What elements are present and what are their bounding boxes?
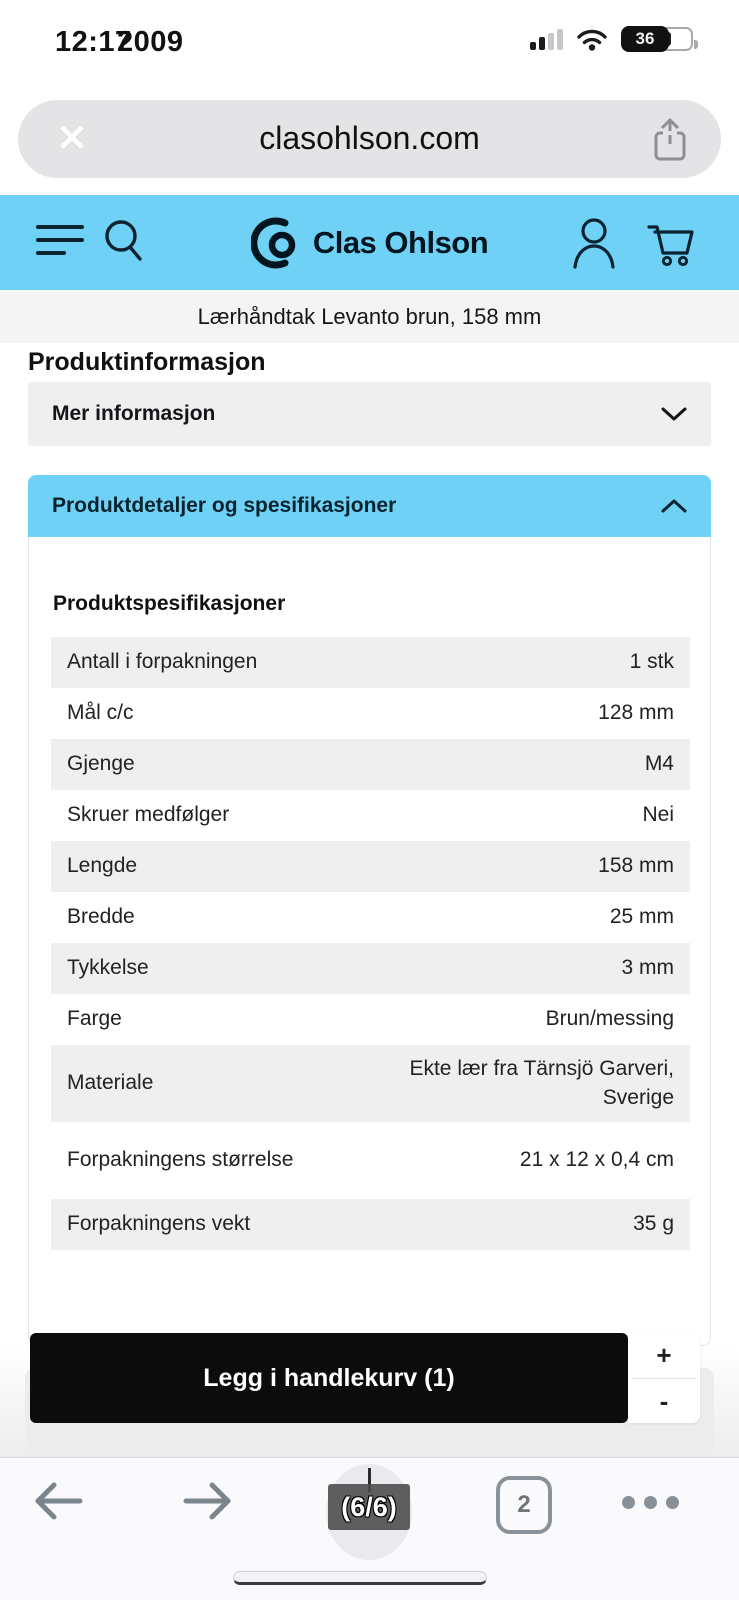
spec-value: 35 g (633, 1212, 674, 1236)
table-row: Skruer medfølger Nei (51, 790, 690, 841)
quantity-increase-button[interactable]: + (656, 1340, 672, 1370)
accordion-more-information[interactable]: Mer informasjon (28, 382, 711, 446)
spec-label: Gjenge (67, 752, 135, 776)
menu-icon[interactable] (36, 225, 84, 259)
close-icon[interactable]: ✕ (56, 118, 88, 160)
person-icon[interactable] (571, 217, 617, 269)
clas-ohlson-logo-text: Clas Ohlson (312, 224, 489, 260)
find-on-page-counter: (6/6) (328, 1484, 410, 1530)
status-bar: 12:17 2009 36 (0, 0, 739, 85)
spec-label: Forpakningens størrelse (67, 1148, 294, 1172)
specs-table: Antall i forpakningen 1 stk Mål c/c 128 mm… (51, 637, 690, 1250)
section-title: Produktinformasjon (28, 348, 266, 376)
page-counter-text: (6/6) (341, 1491, 397, 1522)
spec-value: Ekte lær fra Tärnsjö Garveri, Sverige (409, 1057, 674, 1109)
url-text[interactable]: clasohlson.com (259, 120, 480, 156)
clas-ohlson-logo-mark (250, 217, 296, 268)
specs-heading: Produktspesifikasjoner (53, 592, 286, 615)
url-bar[interactable]: ✕ clasohlson.com (18, 100, 721, 178)
tab-count: 2 (517, 1491, 531, 1518)
spec-label: Bredde (67, 905, 135, 929)
browser-url-zone: ✕ clasohlson.com (0, 85, 739, 195)
table-row: Farge Brun/messing (51, 994, 690, 1045)
quantity-decrease-button[interactable]: - (659, 1386, 669, 1416)
table-row: Antall i forpakningen 1 stk (51, 637, 690, 688)
product-title: Lærhåndtak Levanto brun, 158 mm (197, 303, 542, 329)
battery-icon: 36 (621, 24, 701, 54)
cart-icon[interactable] (645, 219, 695, 269)
spec-label: Mål c/c (67, 701, 134, 725)
spec-label: Lengde (67, 854, 138, 878)
table-row: Tykkelse 3 mm (51, 943, 690, 994)
status-time-text: 12:17 (55, 26, 132, 58)
spec-label: Antall i forpakningen (67, 650, 258, 674)
share-arrow-fragment (368, 1468, 371, 1492)
tabs-icon[interactable]: 2 (496, 1476, 552, 1534)
quantity-stepper: + - (628, 1333, 700, 1423)
table-row: Gjenge M4 (51, 739, 690, 790)
spec-value: 25 mm (609, 905, 674, 929)
table-row: Forpakningens størrelse 21 x 12 x 0,4 cm (51, 1122, 690, 1199)
battery-percent-label: 36 (621, 26, 669, 52)
spec-value: 158 mm (598, 854, 674, 878)
table-row: Lengde 158 mm (51, 841, 690, 892)
spec-value: 3 mm (621, 956, 675, 980)
spec-value: 1 stk (629, 650, 674, 674)
accordion-more-label: Mer informasjon (52, 402, 216, 425)
table-row: Materiale Ekte lær fra Tärnsjö Garveri, S… (51, 1045, 690, 1122)
spec-value: 21 x 12 x 0,4 cm (519, 1148, 674, 1172)
home-indicator[interactable] (233, 1571, 487, 1585)
accordion-product-details-label: Produktdetaljer og spesifikasjoner (52, 494, 397, 517)
table-row: Bredde 25 mm (51, 892, 690, 943)
signal-strength-icon (530, 28, 563, 50)
chevron-up-icon (661, 499, 687, 513)
arrow-left-icon[interactable] (30, 1480, 86, 1522)
arrow-right-icon[interactable] (180, 1480, 236, 1522)
add-to-cart-button[interactable]: Legg i handlekurv (1) (30, 1333, 628, 1423)
site-header: Clas Ohlson (0, 195, 739, 290)
spec-value: Brun/messing (545, 1007, 674, 1031)
status-time-overlap-text: 2009 (117, 26, 184, 58)
product-title-bar: Lærhåndtak Levanto brun, 158 mm (0, 290, 739, 343)
share-icon[interactable] (653, 118, 687, 162)
chevron-down-icon (661, 407, 687, 421)
accordion-product-details[interactable]: Produktdetaljer og spesifikasjoner (28, 475, 711, 537)
spec-label: Materiale (67, 1071, 154, 1095)
table-row: Mål c/c 128 mm (51, 688, 690, 739)
spec-value: Nei (642, 803, 674, 827)
clas-ohlson-logo[interactable]: Clas Ohlson (0, 195, 739, 290)
spec-label: Forpakningens vekt (67, 1212, 251, 1236)
status-time: 12:17 2009 (55, 26, 255, 62)
spec-label: Skruer medfølger (67, 803, 230, 827)
spec-value: M4 (644, 752, 674, 776)
table-row: Forpakningens vekt 35 g (51, 1199, 690, 1250)
search-icon[interactable] (100, 217, 148, 265)
spec-label: Tykkelse (67, 956, 149, 980)
spec-value: 128 mm (598, 701, 674, 725)
specifications-panel: Produktspesifikasjoner Antall i forpakni… (28, 537, 711, 1346)
ellipsis-icon[interactable] (622, 1494, 686, 1510)
spec-label: Farge (67, 1007, 122, 1031)
wifi-icon (577, 29, 607, 51)
